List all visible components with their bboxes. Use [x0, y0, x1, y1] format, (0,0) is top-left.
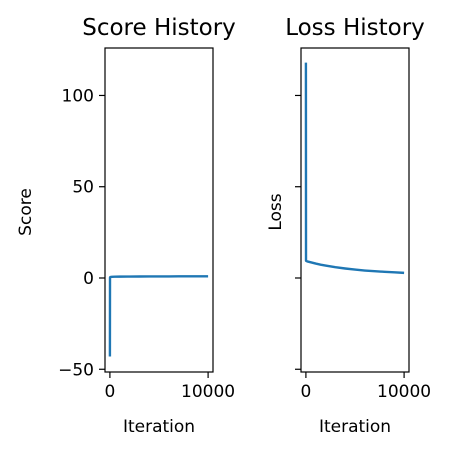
score-x-tick-label-0: 0: [104, 382, 115, 402]
score-plot-frame: [105, 48, 213, 372]
score-chart-title: Score History: [82, 15, 236, 41]
score-y-axis-label: Score: [16, 188, 36, 236]
score-x-axis-label: Iteration: [123, 417, 195, 437]
loss-x-tick-label-0: 0: [300, 382, 311, 402]
loss-chart-title: Loss History: [285, 15, 425, 41]
loss-x-axis-label: Iteration: [319, 417, 391, 437]
loss-y-axis-label: Loss: [266, 193, 286, 230]
loss-series-line-0: [306, 63, 404, 273]
score-y-tick-label-3: 100: [62, 86, 94, 106]
loss-x-tick-label-1: 10000: [377, 382, 431, 402]
score-y-tick-label-2: 50: [72, 178, 94, 198]
score-series-line-0: [110, 276, 208, 356]
score-y-tick-label-1: 0: [83, 269, 94, 289]
score-y-tick-label-0: −50: [58, 360, 94, 380]
loss-plot-frame: [301, 48, 409, 372]
score-x-tick-label-1: 10000: [181, 382, 235, 402]
